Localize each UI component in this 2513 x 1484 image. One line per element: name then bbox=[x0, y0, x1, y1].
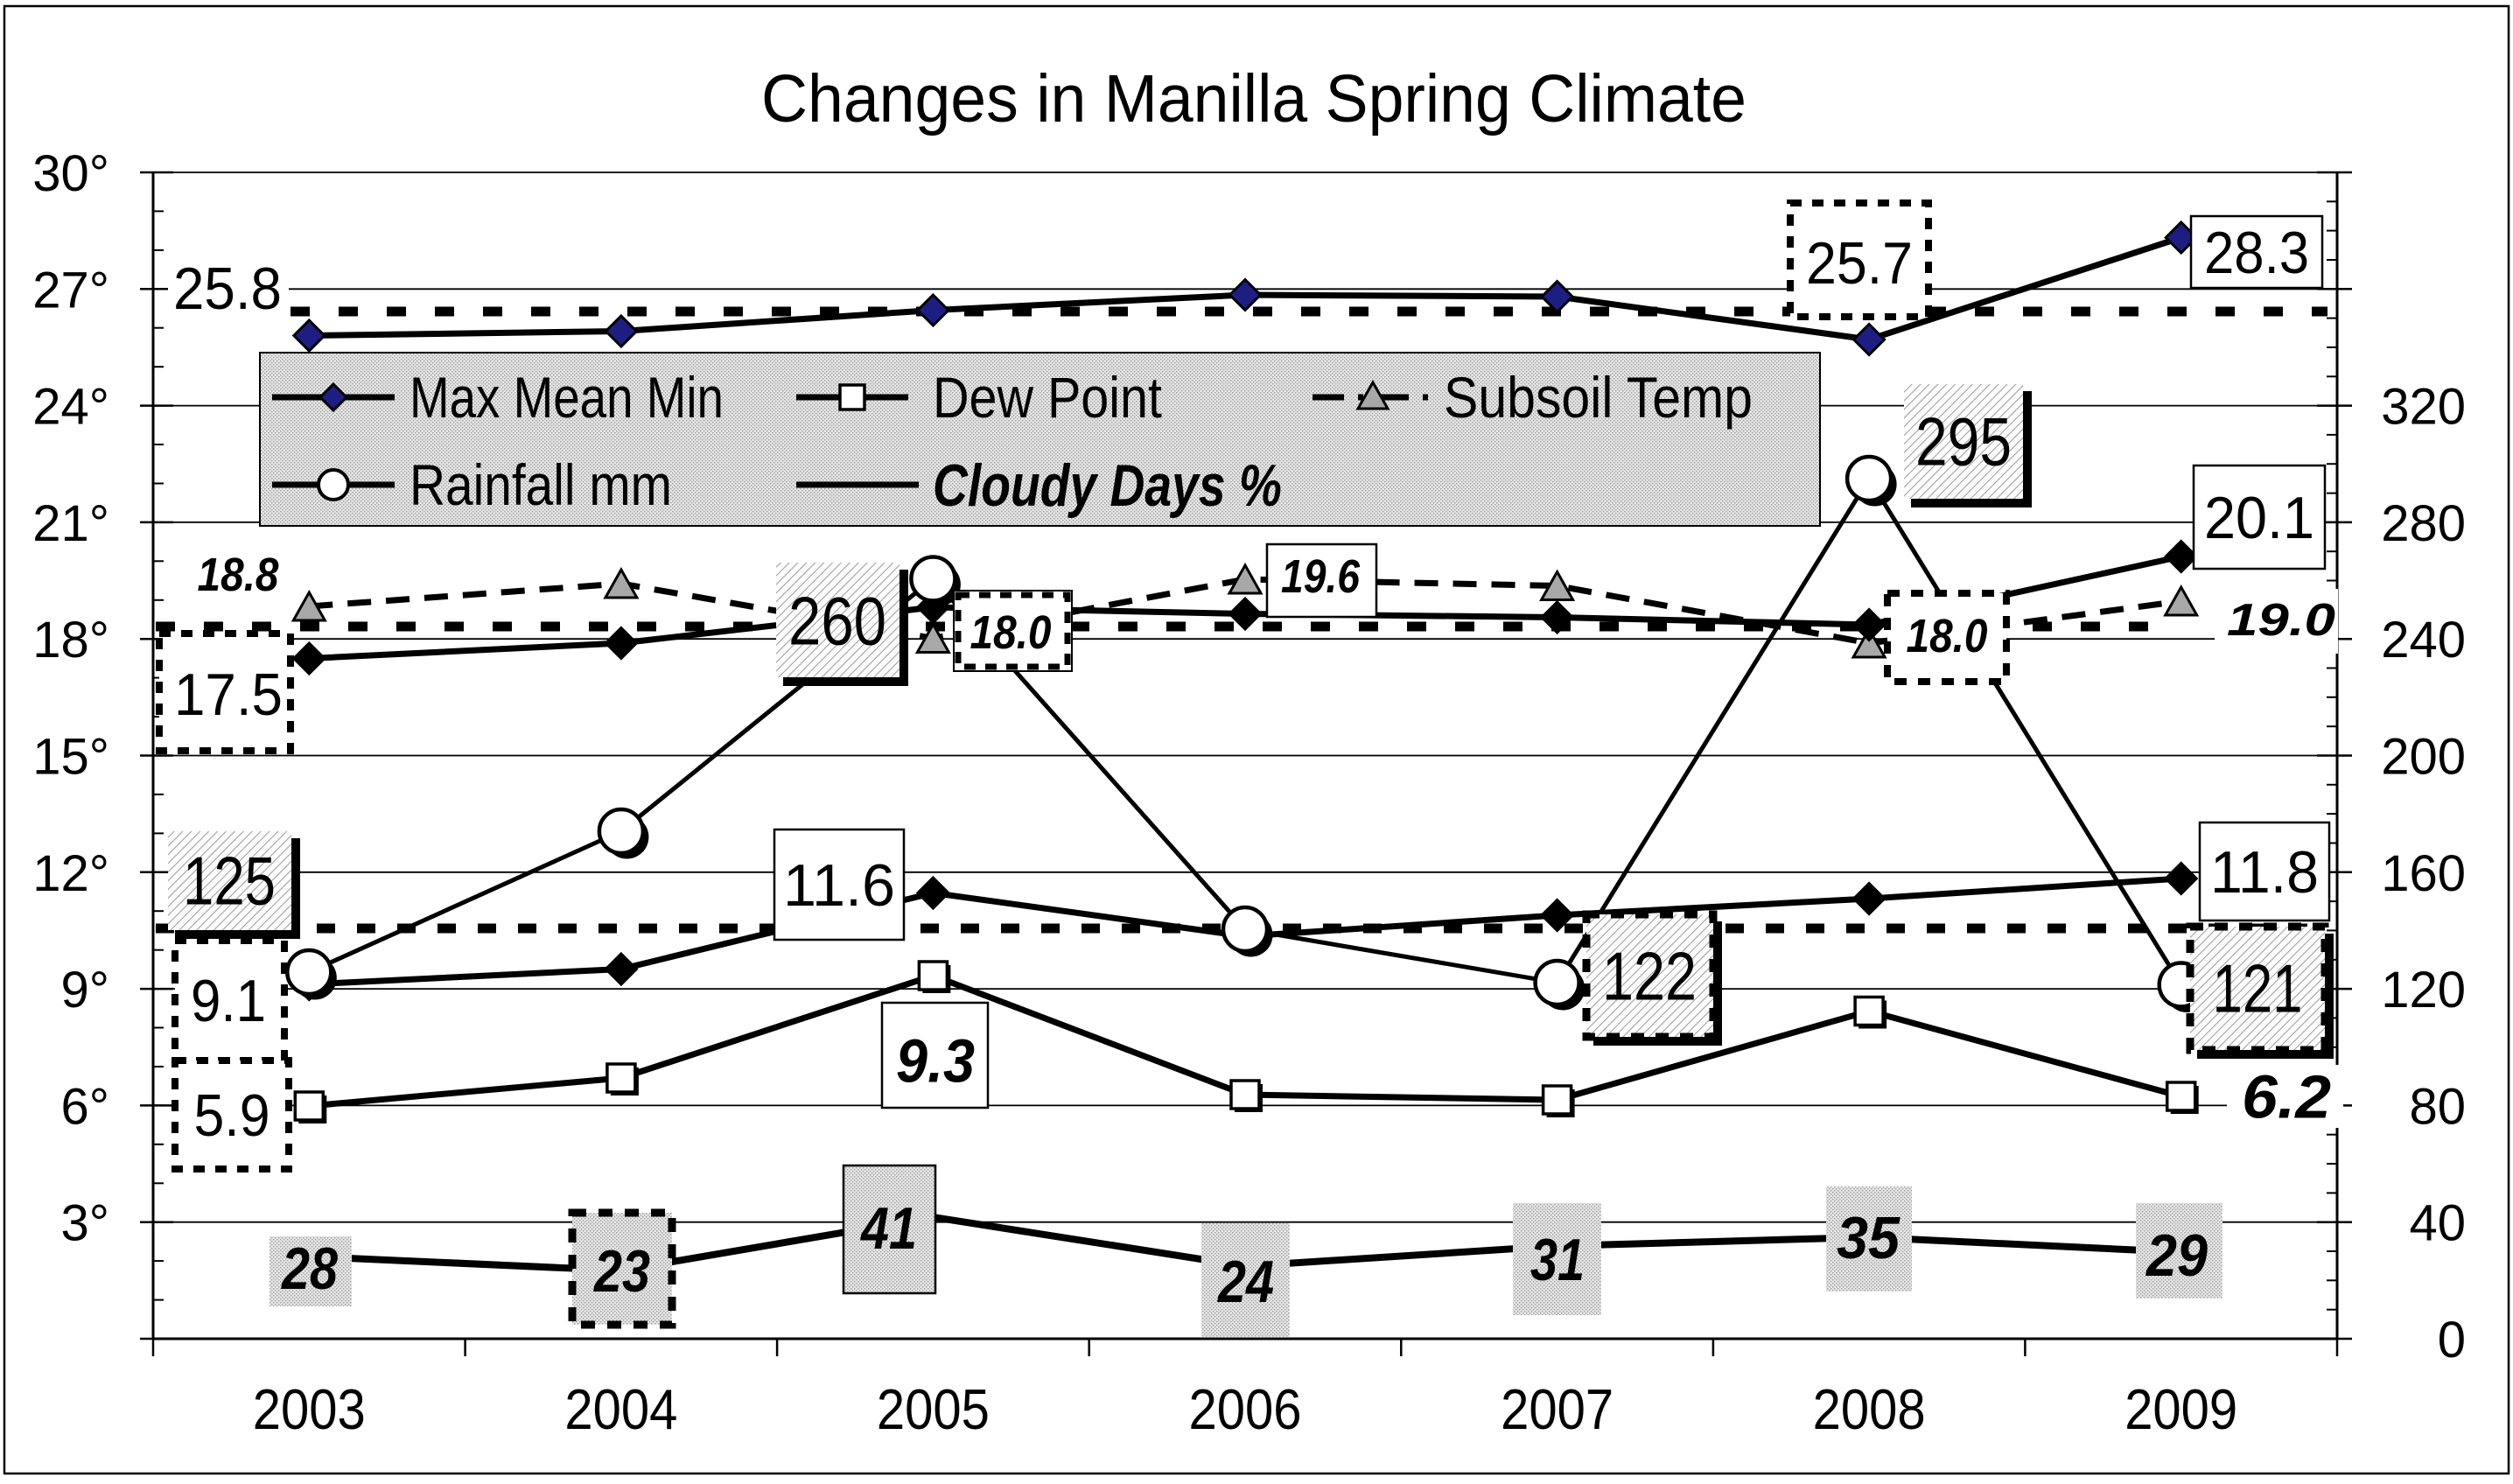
svg-text:120: 120 bbox=[2381, 962, 2466, 1018]
svg-text:25.8: 25.8 bbox=[173, 256, 282, 322]
svg-text:9.1: 9.1 bbox=[191, 968, 266, 1034]
svg-text:2006: 2006 bbox=[1189, 1377, 1302, 1441]
svg-text:25.7: 25.7 bbox=[1806, 230, 1913, 297]
svg-text:2004: 2004 bbox=[564, 1377, 677, 1441]
svg-text:125: 125 bbox=[183, 842, 276, 919]
svg-text:23: 23 bbox=[592, 1238, 650, 1305]
svg-text:Max Mean Min: Max Mean Min bbox=[410, 365, 724, 430]
svg-text:2008: 2008 bbox=[1813, 1377, 1926, 1441]
svg-text:24: 24 bbox=[1216, 1249, 1274, 1315]
svg-text:24°: 24° bbox=[32, 379, 109, 436]
svg-text:21°: 21° bbox=[32, 495, 109, 552]
svg-text:Subsoil Temp: Subsoil Temp bbox=[1444, 365, 1753, 430]
svg-text:18.0: 18.0 bbox=[970, 606, 1052, 659]
svg-text:121: 121 bbox=[2213, 949, 2303, 1026]
svg-text:30°: 30° bbox=[32, 145, 109, 202]
svg-text:200: 200 bbox=[2381, 729, 2466, 786]
svg-text:28: 28 bbox=[280, 1236, 338, 1302]
svg-text:0: 0 bbox=[2438, 1312, 2466, 1368]
svg-text:2007: 2007 bbox=[1501, 1377, 1614, 1441]
svg-text:80: 80 bbox=[2409, 1078, 2466, 1135]
svg-text:9.3: 9.3 bbox=[896, 1027, 975, 1096]
svg-text:122: 122 bbox=[1602, 937, 1697, 1014]
svg-text:29: 29 bbox=[2145, 1222, 2208, 1289]
svg-text:18°: 18° bbox=[32, 612, 109, 668]
svg-text:Changes in Manilla Spring Clim: Changes in Manilla Spring Climate bbox=[761, 61, 1746, 136]
svg-text:12°: 12° bbox=[32, 845, 109, 902]
svg-text:18.8: 18.8 bbox=[198, 549, 279, 601]
svg-text:31: 31 bbox=[1530, 1227, 1585, 1293]
svg-text:240: 240 bbox=[2381, 612, 2466, 668]
svg-text:Rainfall mm: Rainfall mm bbox=[410, 452, 672, 517]
svg-text:260: 260 bbox=[788, 582, 886, 659]
svg-text:19.0: 19.0 bbox=[2227, 595, 2335, 646]
svg-text:11.6: 11.6 bbox=[783, 852, 895, 919]
svg-text:15°: 15° bbox=[32, 729, 109, 786]
svg-text:2005: 2005 bbox=[877, 1377, 990, 1441]
svg-text:18.0: 18.0 bbox=[1907, 610, 1988, 662]
svg-text:19.6: 19.6 bbox=[1281, 550, 1361, 603]
svg-text:41: 41 bbox=[859, 1195, 917, 1262]
svg-text:11.8: 11.8 bbox=[2210, 839, 2319, 906]
svg-text:280: 280 bbox=[2381, 495, 2466, 552]
svg-text:160: 160 bbox=[2381, 845, 2466, 902]
svg-text:40: 40 bbox=[2409, 1195, 2466, 1252]
svg-text:20.1: 20.1 bbox=[2204, 485, 2314, 551]
svg-text:27°: 27° bbox=[32, 262, 109, 318]
svg-text:3°: 3° bbox=[61, 1195, 109, 1252]
svg-text:9°: 9° bbox=[61, 962, 109, 1018]
svg-text:5.9: 5.9 bbox=[194, 1082, 270, 1149]
svg-text:295: 295 bbox=[1915, 402, 2012, 480]
svg-text:2009: 2009 bbox=[2124, 1377, 2237, 1441]
svg-text:Dew Point: Dew Point bbox=[933, 365, 1162, 430]
svg-text:6.2: 6.2 bbox=[2242, 1063, 2331, 1131]
svg-text:Cloudy Days %: Cloudy Days % bbox=[933, 452, 1282, 519]
svg-text:17.5: 17.5 bbox=[174, 662, 283, 728]
svg-text:28.3: 28.3 bbox=[2204, 220, 2309, 286]
svg-text:320: 320 bbox=[2381, 379, 2466, 436]
svg-text:6°: 6° bbox=[61, 1078, 109, 1135]
svg-text:35: 35 bbox=[1837, 1205, 1900, 1271]
svg-text:2003: 2003 bbox=[253, 1377, 366, 1441]
